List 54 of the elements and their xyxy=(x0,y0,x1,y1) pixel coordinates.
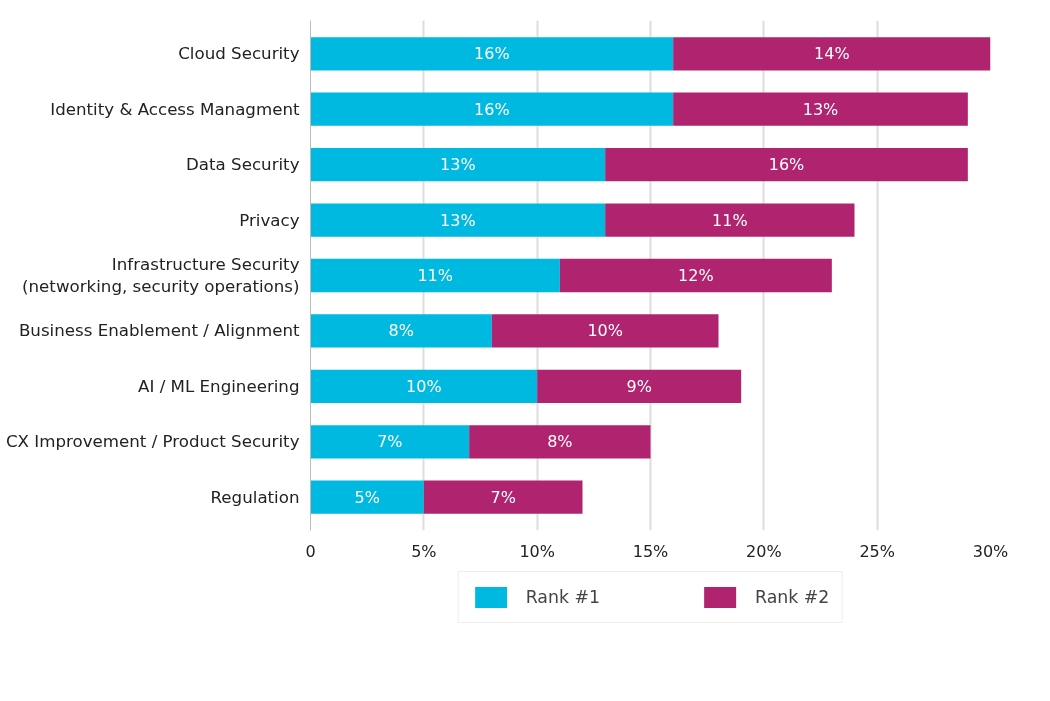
data-label: 14% xyxy=(814,44,850,64)
y-tick-label: Infrastructure Security (networking, security operations) xyxy=(22,254,300,297)
data-label: 8% xyxy=(547,432,573,452)
data-label: 13% xyxy=(802,99,839,119)
bar xyxy=(310,480,424,514)
y-tick-label: Regulation xyxy=(210,487,300,507)
bar xyxy=(605,148,968,182)
y-tick-label: CX Improvement / Product Security xyxy=(5,432,300,452)
bar xyxy=(673,37,991,71)
data-label: 16% xyxy=(474,44,510,64)
x-tick-label: 30% xyxy=(972,541,1009,561)
x-tick-label: 0 xyxy=(305,541,316,561)
x-tick-label: 5% xyxy=(411,541,437,561)
data-label: 16% xyxy=(474,99,510,119)
bar xyxy=(469,425,651,459)
data-label: 13% xyxy=(440,210,476,230)
y-tick-label: Identity & Access Managment xyxy=(50,99,300,119)
bar xyxy=(310,37,674,71)
bar xyxy=(673,92,968,126)
bar xyxy=(310,92,674,126)
legend-label: Rank #1 xyxy=(525,587,600,607)
data-label: 10% xyxy=(587,321,623,341)
data-label: 11% xyxy=(417,266,453,285)
y-tick-label: Data Security xyxy=(186,155,300,175)
data-label: 7% xyxy=(490,487,516,507)
bar xyxy=(310,425,470,459)
bar xyxy=(310,203,606,237)
data-label: 5% xyxy=(354,487,380,507)
bar xyxy=(310,148,606,182)
bar xyxy=(310,369,538,403)
y-tick-label: Business Enablement / Alignment xyxy=(18,321,300,341)
bar xyxy=(559,258,832,293)
data-label: 12% xyxy=(678,266,714,285)
bar xyxy=(605,203,855,237)
bar xyxy=(310,258,560,293)
x-tick-label: 10% xyxy=(519,541,555,561)
y-tick-label: Privacy xyxy=(239,210,300,230)
x-tick-label: 25% xyxy=(859,541,895,561)
data-label: 11% xyxy=(712,210,748,230)
y-tick-label: AI / ML Engineering xyxy=(138,376,300,396)
data-label: 13% xyxy=(440,155,476,175)
y-tick-label: Cloud Security xyxy=(178,44,300,64)
bar xyxy=(423,480,583,514)
x-tick-label: 20% xyxy=(746,541,782,561)
bar xyxy=(310,314,492,348)
x-tick-label: 15% xyxy=(632,541,669,561)
bar xyxy=(537,369,742,403)
data-label: 10% xyxy=(406,376,442,396)
data-label: 7% xyxy=(377,432,403,452)
legend-label: Rank #2 xyxy=(755,587,830,607)
bar xyxy=(491,314,719,348)
data-label: 16% xyxy=(768,155,805,175)
data-label: 9% xyxy=(626,376,652,396)
data-label: 8% xyxy=(388,321,414,341)
